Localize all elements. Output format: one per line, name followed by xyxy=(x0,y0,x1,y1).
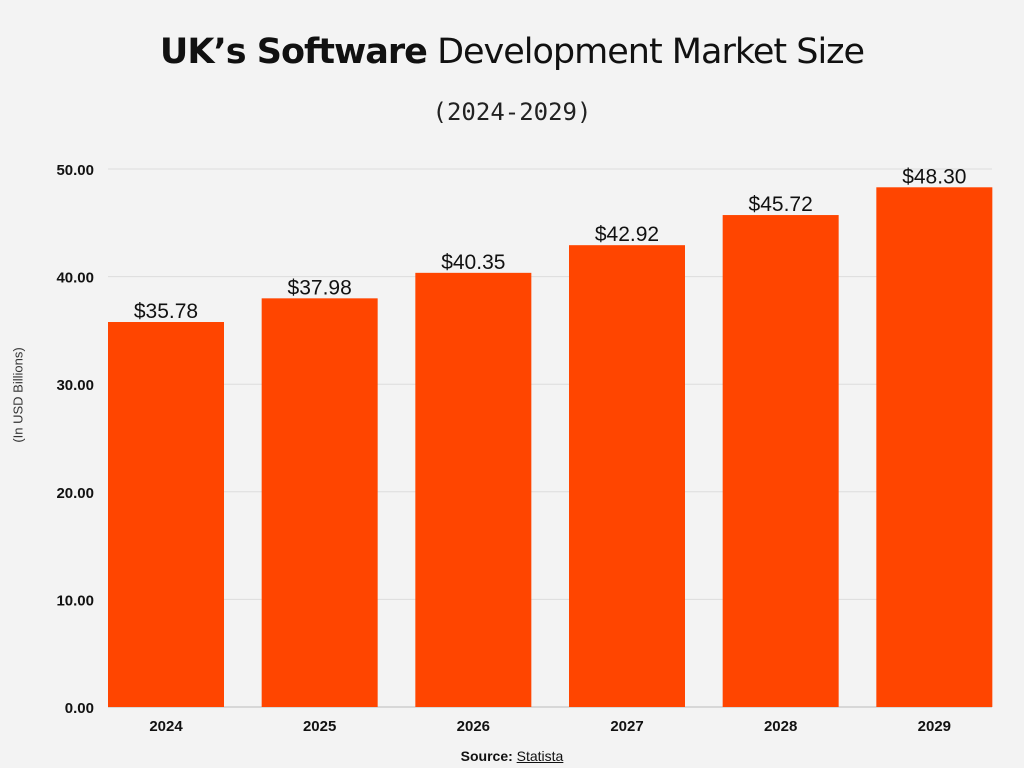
bar xyxy=(569,245,685,708)
chart-subtitle: (2024-2029) xyxy=(432,98,592,126)
x-tick-label: 2027 xyxy=(610,718,643,735)
x-tick-label: 2025 xyxy=(303,718,336,735)
data-label: $40.35 xyxy=(441,251,505,274)
data-label: $37.98 xyxy=(288,276,352,299)
bar xyxy=(415,272,532,707)
data-label: $45.72 xyxy=(749,193,813,216)
bar xyxy=(876,187,993,708)
x-tick-label: 2028 xyxy=(764,718,797,735)
y-tick-label: 50.00 xyxy=(56,162,94,179)
source-link[interactable]: Statista xyxy=(516,748,564,764)
chart-title: UK’s Software Development Market Size xyxy=(159,32,865,72)
bar xyxy=(261,298,378,707)
data-label: $35.78 xyxy=(134,300,198,323)
data-label: $48.30 xyxy=(902,165,966,188)
bar xyxy=(108,322,224,707)
x-tick-label: 2024 xyxy=(149,718,183,735)
data-label: $42.92 xyxy=(595,223,659,246)
y-tick-label: 0.00 xyxy=(65,700,94,717)
x-tick-label: 2026 xyxy=(457,718,490,735)
x-tick-label: 2029 xyxy=(918,718,951,735)
y-tick-label: 40.00 xyxy=(56,270,94,287)
source-note: Source: Statista xyxy=(460,748,564,764)
bar xyxy=(722,215,839,707)
y-tick-label: 10.00 xyxy=(56,592,94,609)
y-tick-label: 20.00 xyxy=(56,485,94,502)
y-tick-label: 30.00 xyxy=(56,377,94,394)
